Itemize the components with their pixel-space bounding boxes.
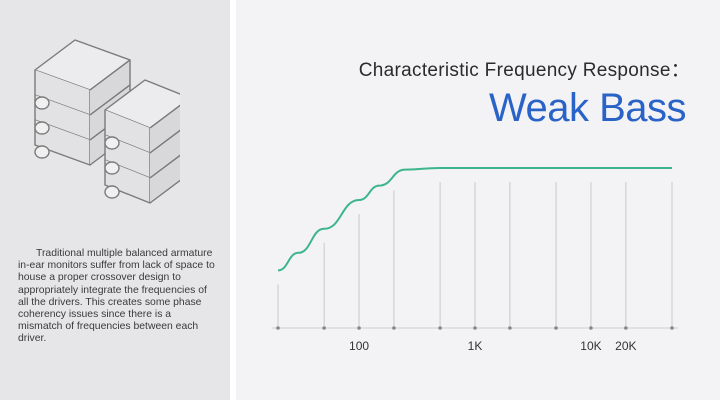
frequency-response-chart: 100 1K 10K 20K — [272, 166, 678, 353]
x-tick-label: 100 — [349, 339, 369, 353]
axis-tick-dot — [589, 326, 593, 330]
axis-tick-dot — [357, 326, 361, 330]
x-tick-label: 20K — [615, 339, 636, 353]
axis-tick-dot — [322, 326, 326, 330]
panel-divider — [230, 0, 236, 400]
description-text: Traditional multiple balanced armature i… — [18, 248, 215, 345]
axis-tick-dot — [508, 326, 512, 330]
chart-panel: Characteristic Frequency Response： Weak … — [236, 0, 720, 400]
axis-tick-dot — [554, 326, 558, 330]
stacked-balanced-armature-drivers-icon — [34, 39, 180, 204]
left-panel: Traditional multiple balanced armature i… — [0, 0, 230, 400]
axis-tick-dot — [624, 326, 628, 330]
x-tick-label: 10K — [580, 339, 601, 353]
axis-tick-dot — [438, 326, 442, 330]
frequency-response-line — [277, 166, 672, 272]
axis-tick-dot — [473, 326, 477, 330]
chart-title: Characteristic Frequency Response： — [358, 60, 690, 81]
axis-tick-dot — [670, 326, 674, 330]
chart-subtitle: Weak Bass — [488, 86, 687, 130]
axis-tick-dot — [276, 326, 280, 330]
x-tick-label: 1K — [468, 339, 483, 353]
axis-tick-dot — [392, 326, 396, 330]
